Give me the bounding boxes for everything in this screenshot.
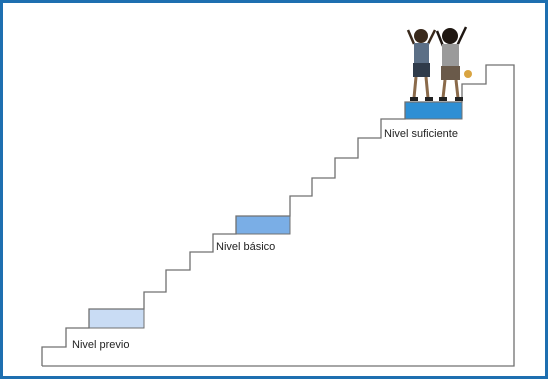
- step-nivel-previo-highlight: [88, 308, 145, 329]
- staircase-outline: [41, 64, 515, 367]
- step-nivel-suficiente-highlight: [404, 101, 463, 120]
- level-label-previo: Nivel previo: [72, 339, 130, 351]
- step-nivel-basico-highlight: [235, 215, 291, 235]
- two-children-celebrating-illustration: [406, 26, 472, 101]
- level-label-suficiente: Nivel suficiente: [384, 128, 458, 140]
- level-label-basico: Nivel básico: [216, 241, 276, 253]
